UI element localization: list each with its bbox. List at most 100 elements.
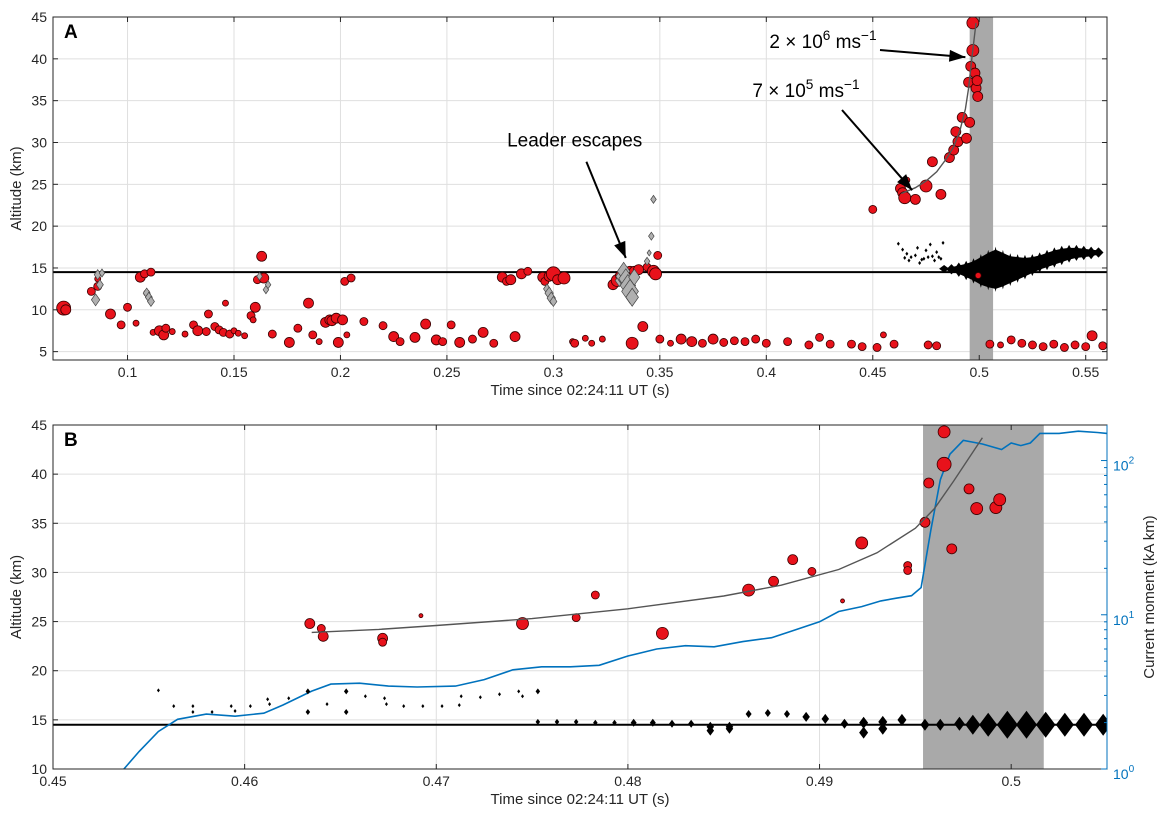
red-source-point — [656, 626, 669, 640]
fit-curve — [901, 22, 977, 195]
plot-area — [53, 17, 1107, 360]
red-source-point — [581, 334, 589, 342]
black-source-point — [440, 704, 444, 709]
red-source-point — [964, 117, 976, 128]
x-axis-label: Time since 02:24:11 UT (s) — [491, 382, 670, 399]
red-source-point — [1086, 330, 1098, 342]
red-source-point — [625, 336, 639, 350]
arrow-leader-escapes-head — [614, 240, 626, 258]
annotation-slow-speed-part: −1 — [844, 77, 860, 92]
x-tick-label: 0.55 — [1072, 364, 1099, 380]
red-source-point — [168, 328, 176, 335]
black-source-point — [191, 704, 195, 709]
red-source-point — [454, 337, 466, 348]
red-source-point — [256, 250, 268, 262]
red-source-point — [1098, 341, 1107, 351]
red-source-point — [923, 477, 935, 489]
black-source-point — [913, 253, 917, 258]
black-source-point — [343, 708, 349, 715]
red-source-point — [161, 323, 171, 333]
red-source-point — [768, 575, 779, 587]
right-tick-label: 102 — [1113, 456, 1135, 474]
red-source-point — [889, 339, 899, 349]
y-tick-label: 15 — [31, 260, 47, 276]
black-source-point — [1042, 249, 1053, 271]
x-tick-label: 0.48 — [614, 773, 641, 789]
gray-source-point — [546, 291, 556, 305]
black-source-point — [554, 718, 560, 725]
black-source-point — [535, 688, 541, 695]
red-source-point — [315, 338, 323, 345]
red-source-point — [570, 338, 580, 348]
black-source-point — [233, 709, 237, 714]
red-source-point — [993, 493, 1007, 507]
red-source-point — [751, 334, 761, 344]
red-source-point — [855, 536, 869, 550]
gray-source-point — [90, 293, 101, 307]
y-tick-label: 20 — [31, 663, 47, 679]
right-tick-label-base: 10 — [1113, 458, 1129, 474]
red-source-point — [1070, 340, 1080, 350]
black-source-point — [907, 258, 911, 263]
black-source-point — [975, 254, 986, 288]
red-source-point — [935, 188, 947, 200]
black-source-point — [915, 245, 919, 250]
black-source-point — [649, 718, 656, 727]
black-source-point — [1078, 245, 1089, 261]
x-tick-label: 0.25 — [433, 364, 460, 380]
black-source-point — [745, 709, 752, 718]
plot-content — [53, 425, 1107, 769]
red-source-point — [132, 319, 140, 327]
black-source-point — [612, 719, 617, 726]
red-source-point — [649, 267, 662, 281]
black-source-point — [1034, 252, 1045, 273]
red-source-point — [804, 340, 814, 350]
black-source-point — [457, 703, 461, 708]
black-source-point — [896, 241, 900, 246]
black-source-point — [210, 709, 214, 714]
y-tick-label: 10 — [31, 761, 47, 777]
x-tick-label: 0.4 — [757, 364, 777, 380]
shaded-region — [923, 425, 1044, 769]
red-source-point — [825, 339, 835, 349]
y-tick-label: 30 — [31, 134, 47, 150]
x-axis-label: Time since 02:24:11 UT (s) — [491, 791, 670, 808]
black-source-point — [521, 694, 525, 699]
red-source-point — [868, 205, 878, 214]
red-source-point — [637, 321, 649, 332]
red-source-point — [923, 340, 933, 350]
black-source-point — [593, 719, 598, 726]
red-source-point — [346, 273, 356, 283]
y-tick-label: 30 — [31, 564, 47, 580]
y-tick-label: 10 — [31, 302, 47, 318]
black-source-point — [802, 711, 810, 722]
black-source-point — [821, 713, 830, 724]
black-source-point — [920, 718, 930, 731]
red-source-point — [337, 314, 348, 326]
black-source-point — [961, 260, 972, 281]
red-source-point — [1017, 338, 1027, 348]
black-source-point — [990, 246, 1001, 292]
y-tick-label: 45 — [31, 9, 47, 25]
black-source-point — [1071, 244, 1082, 261]
black-source-point — [997, 249, 1008, 290]
black-source-point — [573, 718, 579, 725]
y-tick-label: 35 — [31, 93, 47, 109]
black-source-point — [1005, 253, 1016, 287]
red-source-point — [1038, 342, 1048, 352]
black-source-point — [924, 248, 928, 253]
right-tick-label: 100 — [1113, 764, 1135, 782]
black-source-point — [996, 710, 1018, 739]
series-black — [896, 240, 945, 265]
red-source-point — [438, 337, 448, 346]
red-source-point — [698, 338, 707, 348]
y-axis-label: Altitude (km) — [8, 146, 25, 230]
red-source-point — [343, 331, 351, 339]
red-source-point — [898, 191, 912, 205]
red-source-point — [222, 299, 229, 307]
series-black — [156, 688, 1107, 739]
annotation-leader-escapes: Leader escapes — [507, 131, 642, 152]
black-source-point — [954, 716, 965, 731]
red-source-point — [123, 302, 132, 312]
